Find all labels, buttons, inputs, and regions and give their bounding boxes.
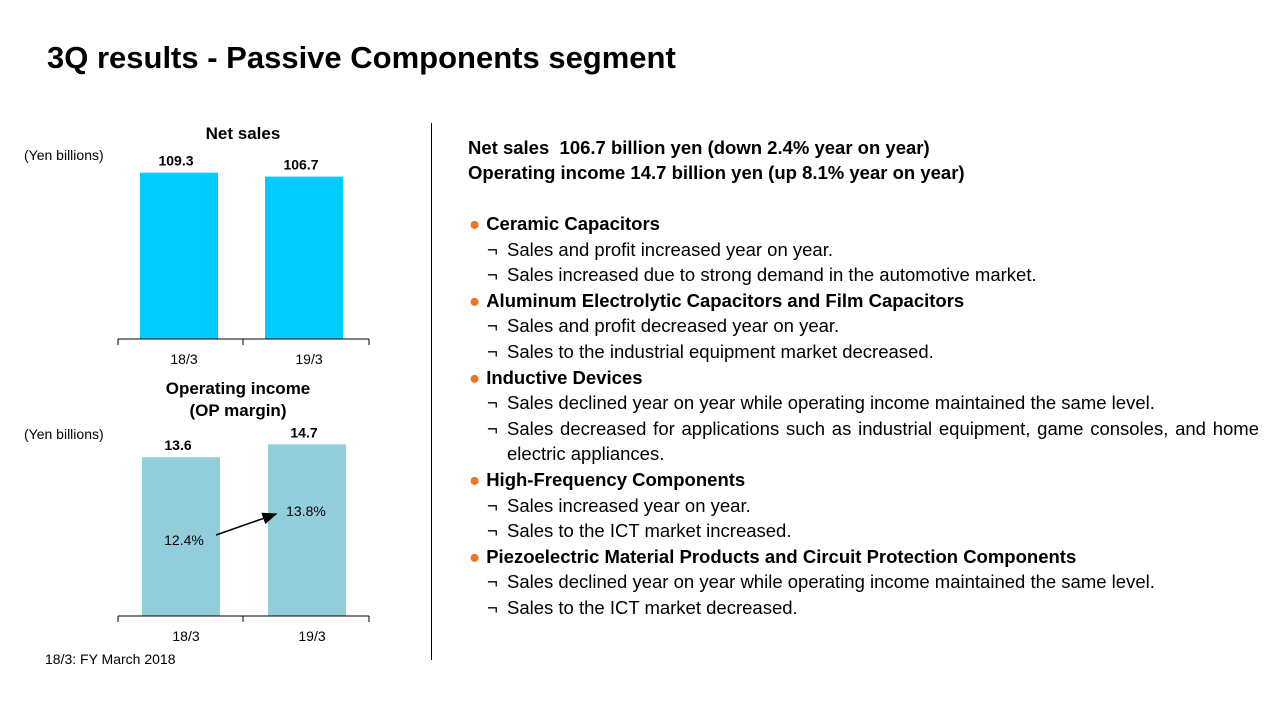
segment-point-text: Sales increased due to strong demand in … [507,264,1037,286]
sub-bullet-icon: ¬ [487,520,498,542]
sub-bullet-icon: ¬ [487,392,498,414]
summary-net-sales: Net sales 106.7 billion yen (down 2.4% y… [468,137,930,158]
op-income-chart-title: Operating income [166,379,311,398]
segment-point: ¬ Sales to the ICT market increased. [469,518,1259,544]
charts-area: Net sales (Yen billions) 109.3 18/3 106.7 1… [24,124,370,644]
summary-operating-income: Operating income 14.7 billion yen (up 8.… [468,162,965,183]
segment-item: ● Inductive Devices ¬ Sales declined year o… [469,365,1259,467]
segment-point-text: Sales to the industrial equipment market… [507,340,934,362]
orange-dot-icon: ● [469,213,481,234]
op-income-unit-label: (Yen billions) [24,426,104,442]
segment-point-text: Sales to the ICT market decreased. [507,596,798,618]
op-income-value-label: 13.6 [164,437,191,453]
segment-heading-text: Aluminum Electrolytic Capacitors and Fil… [486,289,965,311]
segment-heading: ● Inductive Devices [469,365,1259,391]
op-income-bar [268,444,346,616]
segment-point: ¬ Sales to the ICT market decreased. [469,595,1259,621]
net-sales-category-label: 18/3 [170,351,197,367]
sub-bullet-icon: ¬ [487,315,498,337]
page-title: 3Q results - Passive Components segment [47,40,676,75]
net-sales-category-label: 19/3 [295,351,322,367]
orange-dot-icon: ● [469,545,481,567]
op-income-bar [142,457,220,616]
net-sales-bar [265,176,343,339]
orange-dot-icon: ● [469,468,481,490]
segment-item: ● Piezoelectric Material Products and Cir… [469,544,1259,621]
sub-bullet-icon: ¬ [487,571,498,593]
segment-item: ● Aluminum Electrolytic Capacitors and Fi… [469,288,1259,365]
vertical-divider [431,123,432,660]
segment-heading: ● High-Frequency Components [469,467,1259,493]
segment-item: ● Ceramic Capacitors ¬ Sales and profit inc… [469,211,1259,288]
segment-point: ¬ Sales increased year on year. [469,493,1259,519]
net-sales-chart-title: Net sales [206,124,281,143]
net-sales-chart: Net sales (Yen billions) 109.3 18/3 106.7 1… [24,124,370,367]
margin-change-arrow [215,512,278,536]
segment-list: ● Ceramic Capacitors ¬ Sales and profit inc… [469,211,1259,621]
segment-point: ¬ Sales declined year on year while opera… [469,569,1259,595]
op-income-value-label: 14.7 [290,424,317,440]
op-margin-label: 12.4% [164,532,204,548]
operating-income-chart: Operating income (OP margin) (Yen billio… [24,379,370,644]
segment-point: ¬ Sales decreased for applications such a… [469,416,1259,467]
segment-heading-text: High-Frequency Components [486,468,746,490]
segment-point-text: Sales increased year on year. [507,494,751,516]
segment-heading: ● Aluminum Electrolytic Capacitors and Fi… [469,288,1259,314]
op-income-category-label: 18/3 [172,628,199,644]
orange-dot-icon: ● [469,366,481,388]
segment-heading: ● Piezoelectric Material Products and Cir… [469,544,1259,570]
segment-heading-text: Inductive Devices [486,366,643,388]
op-margin-label: 13.8% [286,503,326,519]
segment-point-text: Sales declined year on year while operat… [507,392,1155,414]
sub-bullet-icon: ¬ [487,238,498,260]
segment-point-text: Sales to the ICT market increased. [507,520,792,542]
net-sales-bar [140,172,218,339]
sub-bullet-icon: ¬ [487,264,498,286]
segment-point: ¬ Sales to the industrial equipment marke… [469,339,1259,365]
sub-bullet-icon: ¬ [487,596,498,618]
segment-point: ¬ Sales declined year on year while opera… [469,390,1259,416]
segment-point-text: Sales declined year on year while operat… [507,571,1155,593]
sub-bullet-icon: ¬ [487,417,498,439]
segment-heading-text: Ceramic Capacitors [486,213,660,234]
segment-point-text: Sales and profit increased year on year. [507,238,833,260]
orange-dot-icon: ● [469,289,481,311]
segment-item: ● High-Frequency Components ¬ Sales increas… [469,467,1259,544]
segment-heading-text: Piezoelectric Material Products and Circ… [486,545,1077,567]
segment-point: ¬ Sales and profit increased year on year… [469,237,1259,263]
segment-point-text: Sales decreased for applications such as… [507,417,1259,465]
net-sales-value-label: 106.7 [283,157,318,173]
segment-point-text: Sales and profit decreased year on year. [507,315,840,337]
segment-point: ¬ Sales and profit decreased year on year… [469,313,1259,339]
segment-heading: ● Ceramic Capacitors [469,211,1259,237]
footnote: 18/3: FY March 2018 [45,651,176,667]
sub-bullet-icon: ¬ [487,494,498,516]
segment-point: ¬ Sales increased due to strong demand in… [469,262,1259,288]
sub-bullet-icon: ¬ [487,340,498,362]
net-sales-value-label: 109.3 [158,153,193,169]
op-income-category-label: 19/3 [298,628,325,644]
op-income-chart-subtitle: (OP margin) [190,401,287,420]
results-summary: Net sales 106.7 billion yen (down 2.4% y… [468,135,965,185]
net-sales-unit-label: (Yen billions) [24,147,104,163]
